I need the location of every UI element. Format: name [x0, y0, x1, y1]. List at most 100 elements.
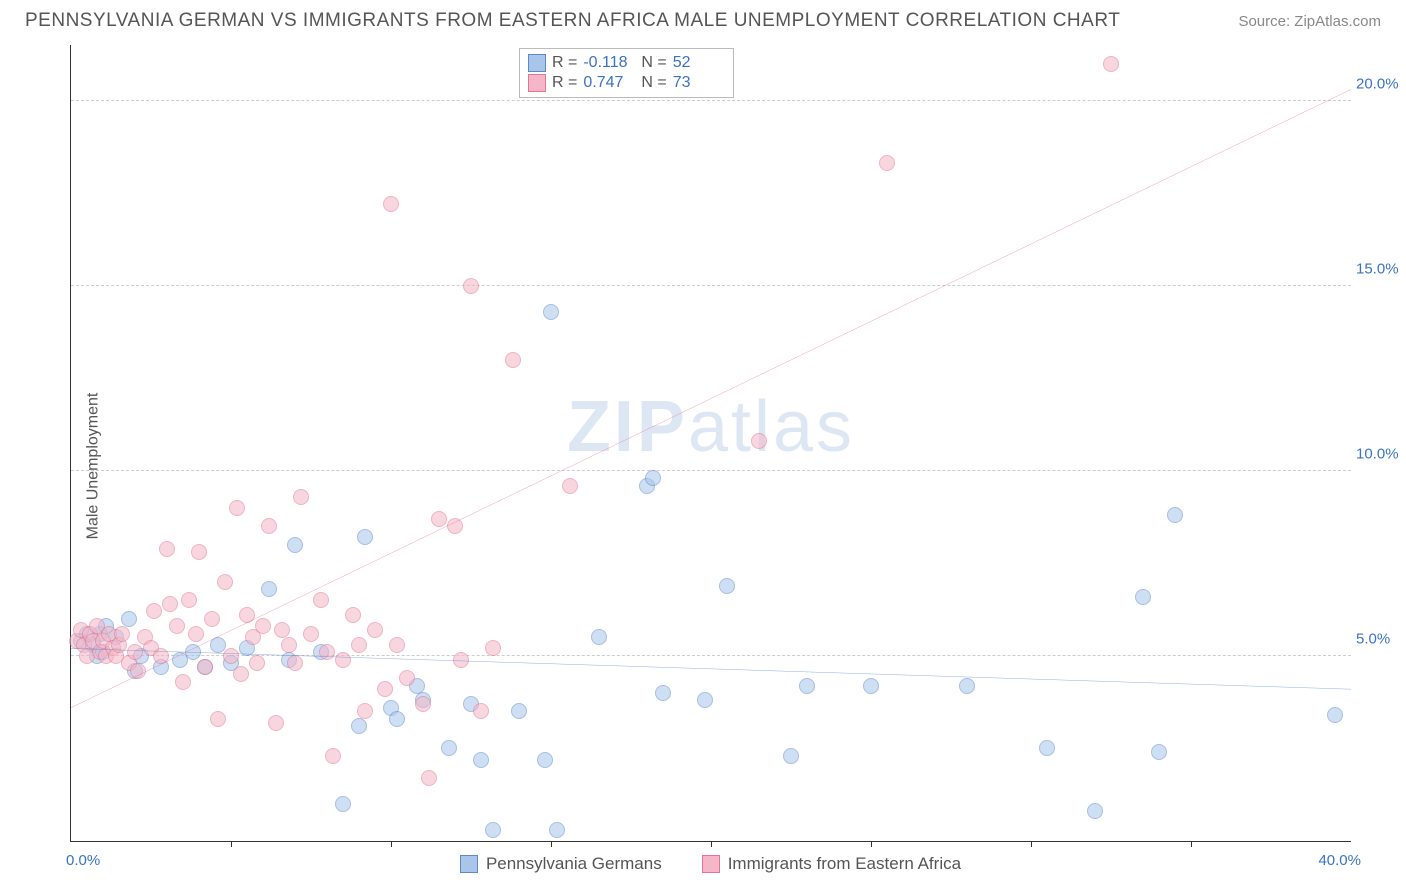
x-tick	[391, 841, 392, 847]
scatter-point	[287, 537, 303, 553]
scatter-point	[153, 648, 169, 664]
chart-title: PENNSYLVANIA GERMAN VS IMMIGRANTS FROM E…	[25, 10, 1120, 32]
scatter-point	[1103, 56, 1119, 72]
scatter-point	[335, 796, 351, 812]
scatter-point	[751, 433, 767, 449]
legend-item: Pennsylvania Germans	[460, 854, 662, 874]
scatter-point	[287, 655, 303, 671]
scatter-point	[121, 611, 137, 627]
scatter-point	[319, 644, 335, 660]
scatter-point	[485, 822, 501, 838]
scatter-point	[511, 703, 527, 719]
y-tick-label: 15.0%	[1356, 260, 1406, 277]
scatter-point	[562, 478, 578, 494]
scatter-point	[313, 592, 329, 608]
scatter-point	[239, 607, 255, 623]
scatter-point	[799, 678, 815, 694]
scatter-point	[325, 748, 341, 764]
scatter-point	[367, 622, 383, 638]
scatter-point	[233, 666, 249, 682]
y-tick-label: 20.0%	[1356, 75, 1406, 92]
gridline	[71, 470, 1351, 471]
scatter-point	[399, 670, 415, 686]
scatter-point	[357, 529, 373, 545]
swatch-blue	[460, 855, 478, 873]
scatter-point	[229, 500, 245, 516]
scatter-point	[351, 718, 367, 734]
scatter-point	[537, 752, 553, 768]
scatter-point	[181, 592, 197, 608]
watermark: ZIPatlas	[567, 386, 855, 468]
x-tick	[871, 841, 872, 847]
regression-line	[71, 89, 1351, 707]
scatter-point	[463, 278, 479, 294]
scatter-point	[249, 655, 265, 671]
legend-stats-row: R = 0.747 N = 73	[528, 73, 725, 93]
chart-source: Source: ZipAtlas.com	[1238, 13, 1381, 30]
scatter-point	[1039, 740, 1055, 756]
scatter-point	[293, 489, 309, 505]
scatter-point	[591, 629, 607, 645]
scatter-point	[655, 685, 671, 701]
scatter-point	[1167, 507, 1183, 523]
scatter-point	[130, 663, 146, 679]
plot-region: ZIPatlas R = -0.118 N = 52 R = 0.747 N =…	[70, 45, 1351, 842]
scatter-point	[441, 740, 457, 756]
scatter-point	[473, 703, 489, 719]
scatter-point	[1151, 744, 1167, 760]
scatter-point	[783, 748, 799, 764]
scatter-point	[188, 626, 204, 642]
gridline	[71, 655, 1351, 656]
scatter-point	[549, 822, 565, 838]
y-tick-label: 5.0%	[1356, 630, 1406, 647]
chart-header: PENNSYLVANIA GERMAN VS IMMIGRANTS FROM E…	[0, 0, 1406, 37]
scatter-point	[543, 304, 559, 320]
scatter-point	[114, 626, 130, 642]
swatch-pink	[702, 855, 720, 873]
scatter-point	[377, 681, 393, 697]
scatter-point	[645, 470, 661, 486]
scatter-point	[421, 770, 437, 786]
y-tick-label: 10.0%	[1356, 445, 1406, 462]
scatter-point	[162, 596, 178, 612]
x-tick	[551, 841, 552, 847]
swatch-blue	[528, 54, 546, 72]
scatter-point	[261, 518, 277, 534]
x-tick	[1031, 841, 1032, 847]
scatter-point	[281, 637, 297, 653]
scatter-point	[505, 352, 521, 368]
scatter-point	[159, 541, 175, 557]
chart-area: Male Unemployment ZIPatlas R = -0.118 N …	[25, 40, 1381, 892]
legend-stats-row: R = -0.118 N = 52	[528, 53, 725, 73]
scatter-point	[185, 644, 201, 660]
scatter-point	[261, 581, 277, 597]
x-tick	[711, 841, 712, 847]
scatter-point	[447, 518, 463, 534]
scatter-point	[389, 637, 405, 653]
scatter-point	[959, 678, 975, 694]
scatter-point	[191, 544, 207, 560]
legend-series: Pennsylvania Germans Immigrants from Eas…	[70, 854, 1351, 874]
scatter-point	[268, 715, 284, 731]
scatter-point	[345, 607, 361, 623]
scatter-point	[204, 611, 220, 627]
regression-lines	[71, 45, 1351, 841]
gridline	[71, 285, 1351, 286]
scatter-point	[1135, 589, 1151, 605]
scatter-point	[197, 659, 213, 675]
scatter-point	[223, 648, 239, 664]
scatter-point	[1087, 803, 1103, 819]
x-tick	[1191, 841, 1192, 847]
scatter-point	[175, 674, 191, 690]
scatter-point	[357, 703, 373, 719]
scatter-point	[303, 626, 319, 642]
scatter-point	[719, 578, 735, 594]
scatter-point	[1327, 707, 1343, 723]
scatter-point	[255, 618, 271, 634]
scatter-point	[863, 678, 879, 694]
legend-stats: R = -0.118 N = 52 R = 0.747 N = 73	[519, 48, 734, 98]
x-tick	[231, 841, 232, 847]
scatter-point	[389, 711, 405, 727]
gridline	[71, 100, 1351, 101]
scatter-point	[210, 711, 226, 727]
